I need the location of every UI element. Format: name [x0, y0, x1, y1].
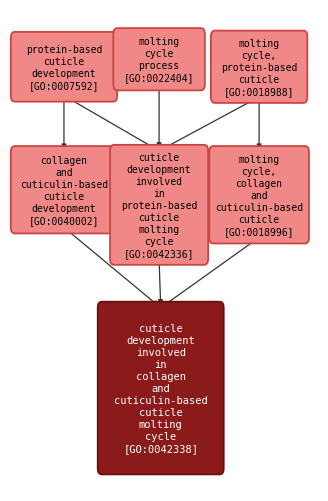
Text: molting
cycle,
protein-based
cuticle
[GO:0018988]: molting cycle, protein-based cuticle [GO…	[221, 39, 297, 97]
Text: molting
cycle,
collagen
and
cuticulin-based
cuticle
[GO:0018996]: molting cycle, collagen and cuticulin-ba…	[215, 154, 303, 236]
Text: collagen
and
cuticulin-based
cuticle
development
[GO:0040002]: collagen and cuticulin-based cuticle dev…	[20, 155, 108, 225]
FancyBboxPatch shape	[11, 147, 117, 234]
Text: cuticle
development
involved
in
protein-based
cuticle
molting
cycle
[GO:0042336]: cuticle development involved in protein-…	[121, 152, 197, 259]
FancyBboxPatch shape	[98, 302, 224, 474]
Text: molting
cycle
process
[GO:0022404]: molting cycle process [GO:0022404]	[124, 37, 194, 83]
Text: cuticle
development
involved
in
collagen
and
cuticulin-based
cuticle
molting
cyc: cuticle development involved in collagen…	[114, 324, 208, 453]
FancyBboxPatch shape	[113, 29, 205, 91]
Text: protein-based
cuticle
development
[GO:0007592]: protein-based cuticle development [GO:00…	[26, 45, 102, 91]
FancyBboxPatch shape	[209, 147, 309, 244]
FancyBboxPatch shape	[11, 33, 117, 102]
FancyBboxPatch shape	[211, 32, 307, 104]
FancyBboxPatch shape	[110, 145, 208, 266]
